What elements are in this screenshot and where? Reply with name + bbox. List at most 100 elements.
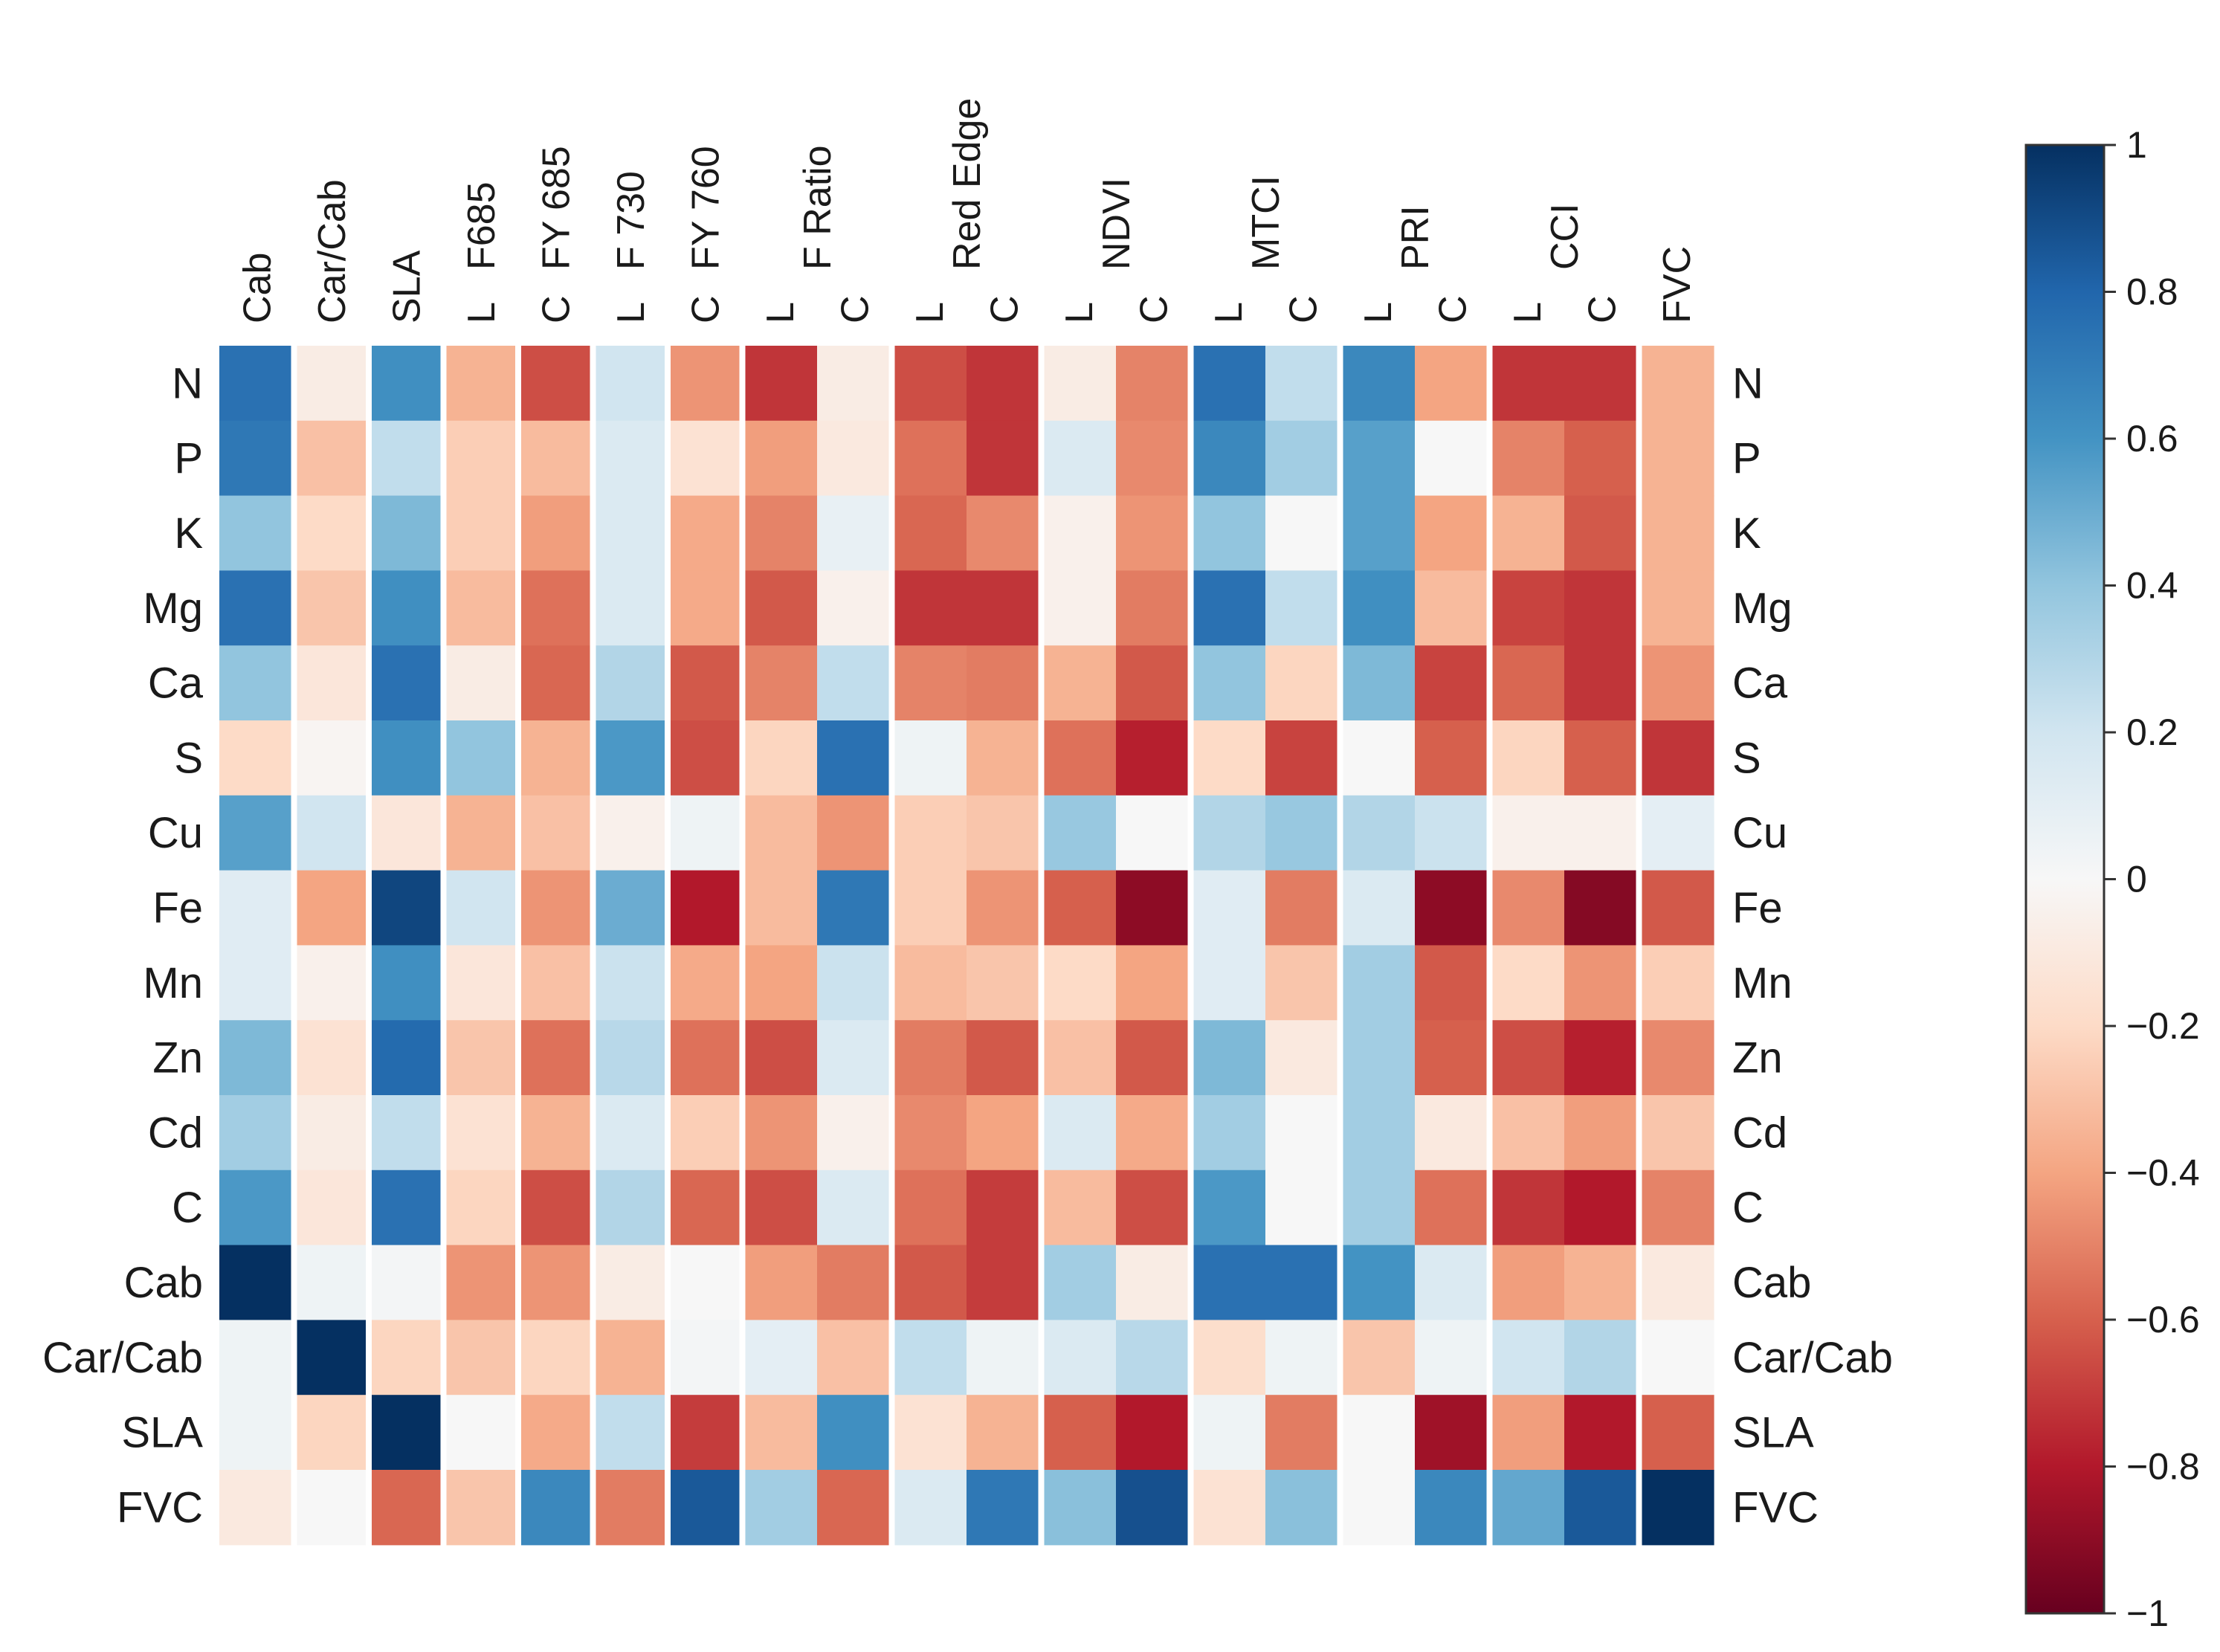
row-label-left: Mg	[143, 584, 203, 633]
colorbar-tick-label: 0.8	[2126, 271, 2178, 313]
heatmap-cell	[1116, 1320, 1192, 1396]
heatmap-cell	[967, 720, 1042, 796]
heatmap-cell	[518, 1395, 594, 1471]
heatmap-cell	[1564, 1470, 1640, 1546]
column-group-label: PRI	[1394, 205, 1437, 270]
heatmap-cell	[1340, 346, 1416, 422]
heatmap-cell	[593, 720, 668, 796]
heatmap-cell	[1190, 870, 1266, 946]
colorbar-tick-label: 0	[2126, 859, 2147, 900]
heatmap-cell	[1041, 720, 1117, 796]
heatmap-cell	[1564, 1245, 1640, 1320]
heatmap-cell	[1116, 1095, 1192, 1171]
row-label-right: N	[1732, 359, 1764, 407]
row-label-right: Car/Cab	[1732, 1334, 1893, 1382]
heatmap-cell	[443, 570, 519, 646]
heatmap-cell	[967, 645, 1042, 721]
row-label-right: Cu	[1732, 809, 1787, 857]
heatmap-cell	[1340, 720, 1416, 796]
heatmap-cell	[1564, 1095, 1640, 1171]
heatmap-cell	[1489, 1470, 1565, 1546]
heatmap-cell	[1489, 720, 1565, 796]
heatmap-cell	[593, 570, 668, 646]
heatmap-cell	[443, 1095, 519, 1171]
heatmap-cell	[742, 1470, 818, 1546]
heatmap-cell	[1415, 570, 1491, 646]
heatmap-cell	[518, 346, 594, 422]
column-group-label: CCI	[1543, 203, 1587, 270]
heatmap-cell	[369, 1020, 445, 1096]
group-separator	[366, 344, 372, 1546]
heatmap-cell	[219, 1395, 295, 1471]
heatmap-cell	[1116, 570, 1192, 646]
heatmap-cell	[1041, 1470, 1117, 1546]
heatmap-cell	[1190, 1320, 1266, 1396]
heatmap-cell	[1639, 945, 1714, 1021]
row-label-left: Cab	[124, 1259, 203, 1307]
heatmap-cell	[742, 1395, 818, 1471]
heatmap-cell	[891, 1245, 967, 1320]
column-group-label: MTCI	[1245, 175, 1288, 270]
heatmap-cell	[1041, 1095, 1117, 1171]
heatmap-cell	[294, 346, 370, 422]
heatmap-cell	[1415, 495, 1491, 571]
heatmap-cell	[1340, 1169, 1416, 1246]
heatmap-cell	[817, 495, 893, 571]
heatmap-cell	[1415, 346, 1491, 422]
heatmap-cell	[219, 945, 295, 1021]
heatmap-cell	[1639, 420, 1714, 497]
heatmap-cell	[1116, 495, 1192, 571]
heatmap-cell	[1639, 720, 1714, 796]
heatmap-cell	[1265, 1169, 1341, 1246]
heatmap-cell	[369, 1169, 445, 1246]
heatmap-cell	[1340, 945, 1416, 1021]
heatmap-cell	[369, 570, 445, 646]
heatmap-cell	[817, 1470, 893, 1546]
heatmap-cell	[1415, 720, 1491, 796]
heatmap-cell	[518, 495, 594, 571]
column-sublabel: C	[535, 295, 578, 323]
heatmap-cell	[668, 1320, 743, 1396]
row-label-left: SLA	[121, 1409, 203, 1457]
heatmap-cell	[967, 1245, 1042, 1320]
heatmap-cell	[1190, 945, 1266, 1021]
column-label: FVC	[1656, 246, 1699, 323]
heatmap-cell	[891, 645, 967, 721]
heatmap-cell	[668, 1395, 743, 1471]
column-sublabel: C	[1431, 295, 1474, 323]
heatmap-cell	[1489, 795, 1565, 871]
heatmap-cell	[1190, 420, 1266, 497]
heatmap-cell	[742, 570, 818, 646]
heatmap-cell	[369, 346, 445, 422]
row-label-right: Fe	[1732, 884, 1783, 932]
heatmap-cell	[1116, 420, 1192, 497]
group-separator	[1636, 344, 1642, 1546]
row-label-right: Mn	[1732, 959, 1793, 1007]
heatmap-cell	[742, 420, 818, 497]
heatmap-cell	[817, 1020, 893, 1096]
column-sublabel: C	[684, 295, 727, 323]
heatmap-cell	[1190, 1395, 1266, 1471]
heatmap-cell	[518, 1020, 594, 1096]
colorbar-tick-label: −0.8	[2126, 1446, 2200, 1488]
heatmap-cell	[369, 1470, 445, 1546]
column-sublabel: L	[460, 302, 503, 323]
heatmap-cell	[219, 1095, 295, 1171]
heatmap-cell	[1340, 1245, 1416, 1320]
heatmap-cell	[1564, 570, 1640, 646]
heatmap-cell	[1639, 1245, 1714, 1320]
heatmap-cell	[593, 1020, 668, 1096]
heatmap-cell	[817, 645, 893, 721]
column-group-label: F 730	[610, 171, 653, 270]
heatmap-cell	[967, 570, 1042, 646]
heatmap-cell	[1489, 645, 1565, 721]
heatmap-cell	[1190, 495, 1266, 571]
heatmap-cell	[294, 945, 370, 1021]
heatmap-cell	[817, 346, 893, 422]
heatmap-cell	[294, 720, 370, 796]
heatmap-cell	[742, 1169, 818, 1246]
heatmap-cell	[593, 1245, 668, 1320]
heatmap-cell	[817, 1320, 893, 1396]
heatmap-cell	[1639, 495, 1714, 571]
heatmap-cell	[1564, 720, 1640, 796]
